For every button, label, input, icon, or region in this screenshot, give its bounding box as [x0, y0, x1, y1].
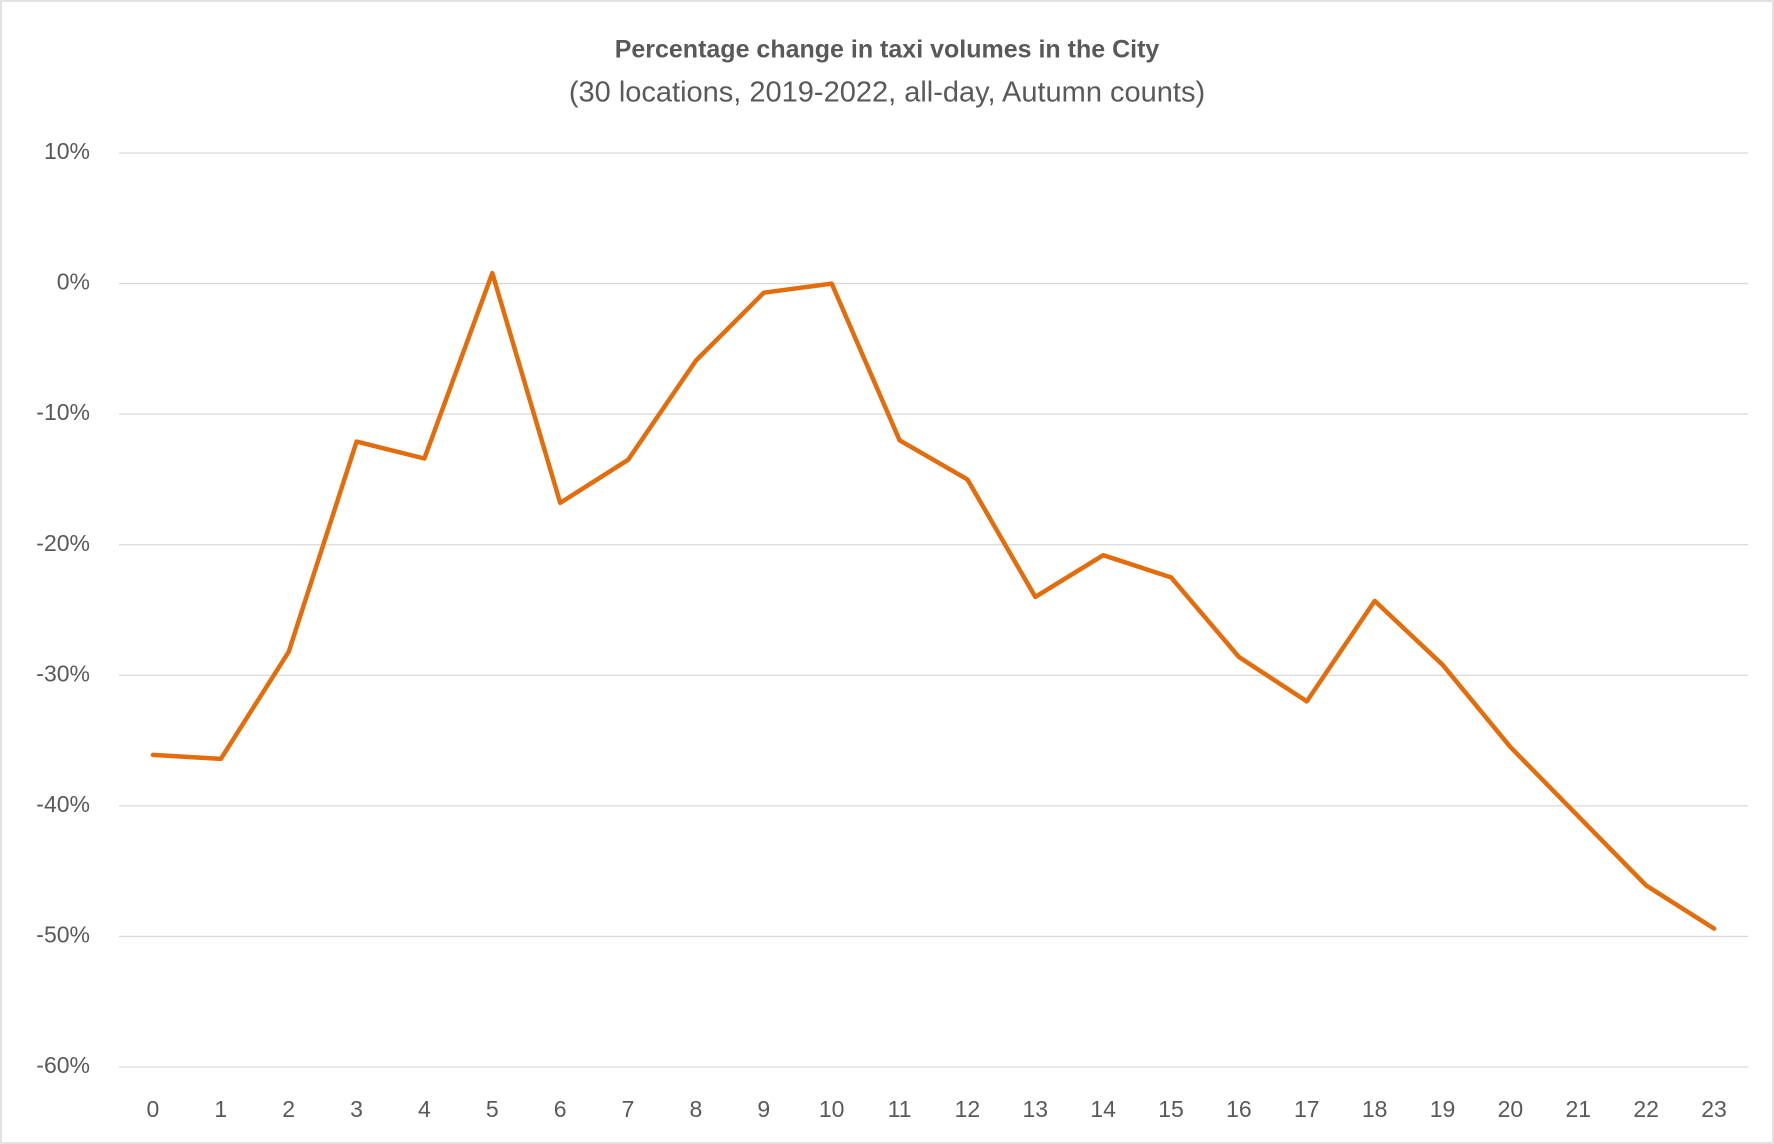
y-tick-label: -10% [36, 399, 90, 425]
x-tick-label: 23 [1701, 1096, 1727, 1122]
x-tick-label: 5 [486, 1096, 499, 1122]
x-tick-label: 20 [1498, 1096, 1524, 1122]
x-tick-label: 6 [554, 1096, 567, 1122]
x-tick-label: 15 [1158, 1096, 1184, 1122]
x-tick-label: 12 [955, 1096, 981, 1122]
y-tick-label: 10% [44, 138, 90, 164]
x-tick-label: 22 [1633, 1096, 1659, 1122]
x-tick-label: 7 [622, 1096, 635, 1122]
x-tick-label: 21 [1566, 1096, 1592, 1122]
line-series [150, 270, 1717, 931]
x-tick-label: 10 [819, 1096, 845, 1122]
x-tick-label: 18 [1362, 1096, 1388, 1122]
x-tick-label: 16 [1226, 1096, 1252, 1122]
x-tick-label: 1 [214, 1096, 227, 1122]
y-tick-label: 0% [57, 269, 90, 295]
x-tick-label: 3 [350, 1096, 363, 1122]
x-tick-label: 2 [282, 1096, 295, 1122]
y-tick-label: -60% [36, 1052, 90, 1078]
x-tick-label: 0 [147, 1096, 160, 1122]
x-tick-label: 14 [1090, 1096, 1116, 1122]
x-tick-label: 11 [888, 1096, 912, 1122]
x-tick-label: 4 [418, 1096, 431, 1122]
y-tick-label: -20% [36, 530, 90, 556]
x-tick-label: 17 [1294, 1096, 1320, 1122]
chart-title: Percentage change in taxi volumes in the… [615, 36, 1160, 64]
x-tick-label: 9 [757, 1096, 770, 1122]
x-tick-label: 19 [1430, 1096, 1456, 1122]
y-tick-label: -50% [36, 922, 90, 948]
chart-subtitle: (30 locations, 2019-2022, all-day, Autum… [569, 77, 1205, 109]
y-tick-label: -30% [36, 660, 90, 686]
x-tick-label: 13 [1023, 1096, 1049, 1122]
y-tick-label: -40% [36, 791, 90, 817]
x-tick-label: 8 [690, 1096, 703, 1122]
